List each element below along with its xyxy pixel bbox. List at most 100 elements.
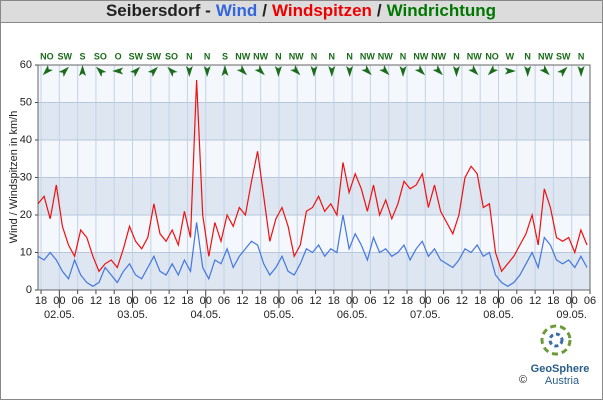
direction-arrow: [129, 66, 141, 78]
direction-label: NW: [289, 51, 304, 61]
x-tick-label: 12: [529, 295, 541, 307]
grid-band: [38, 215, 590, 253]
grid-band: [38, 102, 590, 140]
day-label: 06.05.: [337, 309, 368, 321]
y-tick-label: 20: [20, 209, 32, 221]
y-tick-label: 60: [20, 59, 32, 71]
direction-label: SW: [129, 51, 144, 61]
direction-label: NW: [413, 51, 428, 61]
x-tick-label: 18: [108, 295, 120, 307]
day-label: 05.05.: [264, 309, 295, 321]
direction-arrow: [452, 66, 460, 77]
day-label: 04.05.: [190, 309, 221, 321]
x-tick-label: 18: [401, 295, 413, 307]
x-tick-label: 12: [90, 295, 102, 307]
title-part: Wind: [216, 1, 257, 20]
direction-arrow: [236, 64, 248, 76]
direction-label: N: [453, 51, 460, 61]
direction-arrow: [290, 64, 301, 76]
direction-arrow: [468, 64, 479, 76]
direction-label: SO: [94, 51, 107, 61]
x-tick-label: 12: [383, 295, 395, 307]
grid-band: [38, 177, 590, 215]
direction-arrow: [361, 64, 372, 76]
direction-arrow: [524, 66, 532, 77]
y-tick-label: 30: [20, 171, 32, 183]
x-tick-label: 12: [309, 295, 321, 307]
direction-arrow: [185, 66, 193, 77]
logo-mark: [548, 332, 564, 348]
y-tick-label: 0: [26, 284, 32, 296]
title-part: Windspitzen: [272, 1, 372, 20]
direction-label: NW: [538, 51, 553, 61]
direction-label: NW: [235, 51, 250, 61]
direction-label: NO: [40, 51, 54, 61]
direction-arrow: [42, 64, 53, 76]
logo-mark: [540, 324, 572, 356]
direction-arrow: [328, 66, 336, 77]
day-label: 09.05.: [556, 309, 587, 321]
direction-arrow: [221, 65, 229, 76]
chart-title: Seibersdorf - Wind / Windspitzen / Windrichtu…: [106, 1, 496, 20]
direction-label: N: [400, 51, 407, 61]
direction-label: NW: [378, 51, 393, 61]
direction-label: SW: [146, 51, 161, 61]
x-tick-label: 06: [364, 295, 376, 307]
direction-arrow: [504, 67, 516, 75]
x-tick-label: 18: [474, 295, 486, 307]
direction-label: NW: [431, 51, 446, 61]
direction-label: N: [204, 51, 211, 61]
direction-arrow: [167, 66, 178, 78]
logo: [540, 324, 572, 356]
y-axis-label: Wind / Windspitzen in km/h: [8, 111, 20, 244]
title-part: /: [377, 1, 382, 20]
direction-label: N: [329, 51, 336, 61]
direction-arrow: [577, 66, 585, 77]
direction-arrow: [379, 64, 390, 76]
direction-arrow: [557, 66, 568, 78]
direction-arrow: [399, 66, 407, 77]
x-tick-label: 18: [255, 295, 267, 307]
direction-label: SW: [57, 51, 72, 61]
direction-arrow: [346, 66, 354, 77]
x-tick-label: 06: [437, 295, 449, 307]
x-tick-label: 06: [218, 295, 230, 307]
direction-arrow: [203, 66, 211, 77]
x-tick-label: 06: [72, 295, 84, 307]
x-tick-label: 18: [328, 295, 340, 307]
brand-country: Austria: [545, 375, 580, 387]
direction-arrow: [539, 64, 550, 76]
direction-arrow: [112, 67, 124, 75]
direction-label: NW: [360, 51, 375, 61]
x-tick-label: 18: [547, 295, 559, 307]
direction-label: W: [506, 51, 515, 61]
title-part: /: [262, 1, 267, 20]
x-tick-label: 18: [35, 295, 47, 307]
title-part: Seibersdorf -: [106, 1, 211, 20]
y-tick-label: 10: [20, 246, 32, 258]
direction-arrow: [254, 64, 265, 76]
direction-arrow: [274, 66, 282, 77]
brand: GeoSphere: [531, 363, 590, 375]
direction-arrow: [487, 64, 499, 76]
direction-label: N: [186, 51, 193, 61]
direction-label: NO: [485, 51, 499, 61]
day-label: 08.05.: [483, 309, 514, 321]
direction-label: SO: [165, 51, 178, 61]
x-tick-label: 06: [511, 295, 523, 307]
direction-label: S: [222, 51, 228, 61]
title-part: Windrichtung: [387, 1, 496, 20]
direction-arrow: [432, 64, 443, 76]
direction-arrow: [58, 66, 69, 78]
direction-label: SW: [556, 51, 571, 61]
direction-arrow: [414, 64, 426, 76]
copyright: ©: [519, 374, 527, 386]
y-tick-label: 40: [20, 134, 32, 146]
direction-label: N: [524, 51, 531, 61]
day-label: 03.05.: [117, 309, 148, 321]
series-line: [37, 214, 588, 288]
x-tick-label: 12: [456, 295, 468, 307]
direction-label: N: [311, 51, 318, 61]
direction-label: NW: [253, 51, 268, 61]
